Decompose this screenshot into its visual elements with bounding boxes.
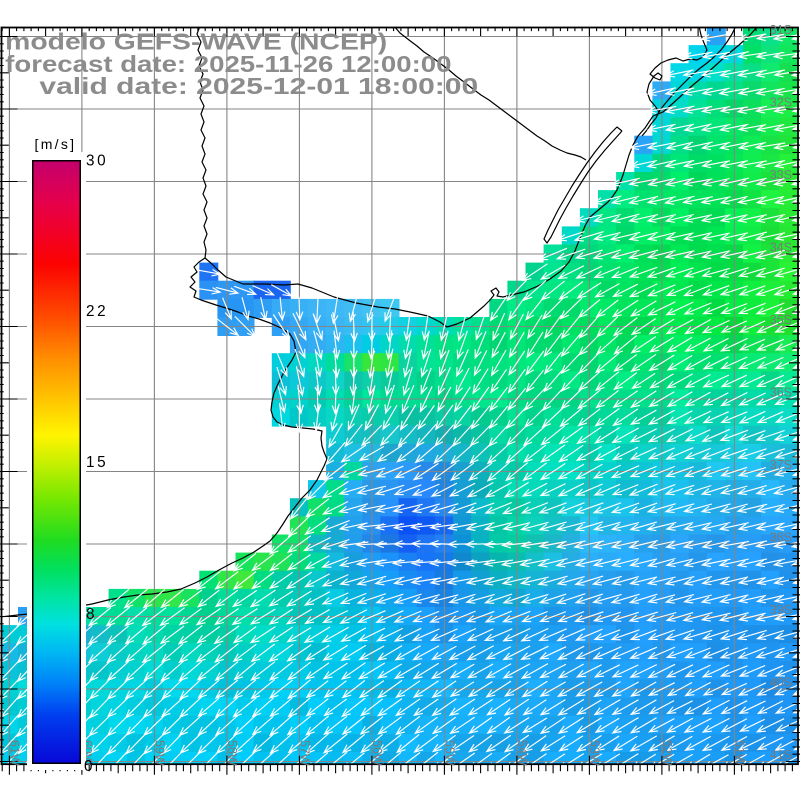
svg-text:38S: 38S	[770, 531, 792, 545]
svg-text:30: 30	[86, 153, 108, 170]
svg-text:33S: 33S	[770, 168, 792, 182]
svg-text:31S: 31S	[770, 23, 792, 37]
svg-text:22: 22	[86, 303, 108, 320]
svg-text:8: 8	[86, 606, 97, 623]
svg-text:53W: 53W	[587, 740, 601, 766]
svg-text:41S: 41S	[770, 748, 792, 762]
svg-text:[m/s]: [m/s]	[35, 136, 77, 152]
svg-text:58W: 58W	[225, 740, 239, 766]
svg-text:37S: 37S	[770, 458, 792, 472]
svg-text:modelo GEFS-WAVE (NCEP): modelo GEFS-WAVE (NCEP)	[5, 29, 387, 55]
svg-text:39S: 39S	[770, 603, 792, 617]
svg-text:forecast date: 2025-11-26 12:0: forecast date: 2025-11-26 12:00:00	[5, 51, 451, 77]
svg-text:59W: 59W	[152, 740, 166, 766]
svg-text:0: 0	[84, 758, 95, 775]
svg-text:54W: 54W	[515, 740, 529, 766]
svg-text:34S: 34S	[770, 241, 792, 255]
svg-text:36S: 36S	[770, 386, 792, 400]
svg-text:51W: 51W	[732, 740, 746, 766]
svg-text:61W: 61W	[7, 740, 21, 766]
svg-text:35S: 35S	[770, 313, 792, 327]
svg-text:57W: 57W	[297, 740, 311, 766]
svg-text:valid date: 2025-12-01 18:00:0: valid date: 2025-12-01 18:00:00	[39, 73, 478, 99]
svg-text:52W: 52W	[660, 740, 674, 766]
svg-text:40S: 40S	[770, 676, 792, 690]
svg-text:32S: 32S	[770, 96, 792, 110]
svg-text:15: 15	[86, 454, 108, 471]
svg-text:55W: 55W	[442, 740, 456, 766]
svg-text:56W: 56W	[370, 740, 384, 766]
